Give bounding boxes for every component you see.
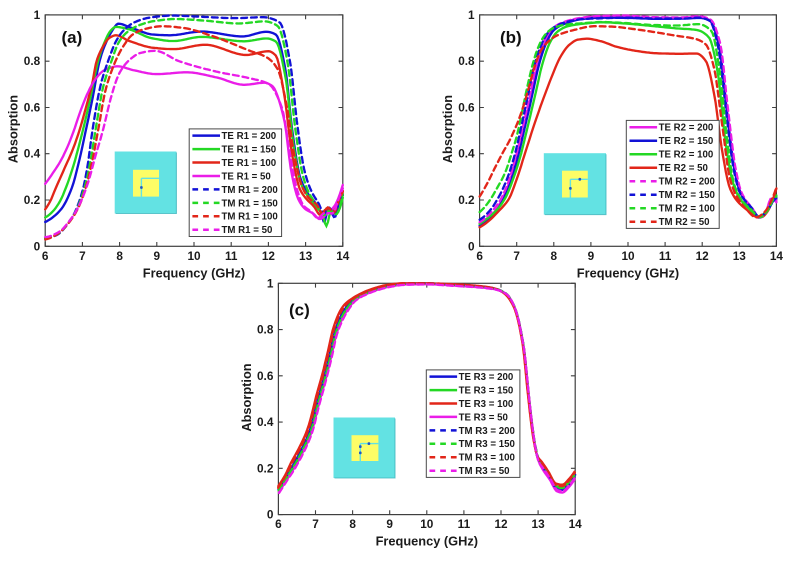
svg-text:TM R1 = 50: TM R1 = 50 <box>222 225 273 236</box>
svg-text:6: 6 <box>42 249 49 263</box>
svg-text:TM R1 = 150: TM R1 = 150 <box>222 198 278 209</box>
svg-text:Absorption: Absorption <box>440 95 455 163</box>
svg-text:14: 14 <box>770 249 784 263</box>
svg-text:0.6: 0.6 <box>24 101 41 115</box>
svg-text:6: 6 <box>476 249 483 263</box>
svg-text:TE R3 = 100: TE R3 = 100 <box>459 399 514 410</box>
svg-text:TE R2 = 50: TE R2 = 50 <box>659 163 708 174</box>
svg-text:11: 11 <box>659 249 672 263</box>
svg-text:9: 9 <box>588 249 595 263</box>
svg-text:Absorption: Absorption <box>239 363 254 431</box>
svg-text:7: 7 <box>79 249 86 263</box>
svg-text:TE R1 = 100: TE R1 = 100 <box>222 158 277 169</box>
svg-text:1: 1 <box>34 8 41 22</box>
svg-text:TE R2 = 100: TE R2 = 100 <box>659 150 714 161</box>
svg-text:8: 8 <box>116 249 123 263</box>
svg-text:14: 14 <box>569 517 583 531</box>
svg-text:13: 13 <box>532 517 546 531</box>
svg-text:9: 9 <box>386 517 393 531</box>
svg-text:8: 8 <box>349 517 356 531</box>
svg-text:10: 10 <box>187 249 201 263</box>
svg-text:TM R3 = 50: TM R3 = 50 <box>459 466 510 477</box>
svg-text:TM R2 = 200: TM R2 = 200 <box>659 177 715 188</box>
svg-text:Frequency (GHz): Frequency (GHz) <box>143 265 245 280</box>
svg-text:0.4: 0.4 <box>257 415 274 429</box>
svg-text:0.2: 0.2 <box>24 193 41 207</box>
svg-text:TE R3 = 200: TE R3 = 200 <box>459 372 514 383</box>
svg-text:TM R2 = 100: TM R2 = 100 <box>659 204 715 215</box>
svg-text:1: 1 <box>468 8 475 22</box>
svg-text:0: 0 <box>468 239 475 253</box>
svg-text:1: 1 <box>267 276 274 290</box>
svg-text:TE R1 = 50: TE R1 = 50 <box>222 171 271 182</box>
svg-text:TE R2 = 150: TE R2 = 150 <box>659 136 714 147</box>
svg-text:0.2: 0.2 <box>458 193 475 207</box>
svg-text:13: 13 <box>299 249 313 263</box>
svg-text:TM R1 = 200: TM R1 = 200 <box>222 185 278 196</box>
svg-text:(a): (a) <box>62 28 83 47</box>
svg-text:9: 9 <box>154 249 161 263</box>
svg-text:8: 8 <box>551 249 558 263</box>
svg-text:TE R3 = 150: TE R3 = 150 <box>459 386 514 397</box>
svg-text:6: 6 <box>275 517 282 531</box>
svg-text:TM R2 = 50: TM R2 = 50 <box>659 217 710 228</box>
svg-text:13: 13 <box>733 249 747 263</box>
svg-text:TM R3 = 200: TM R3 = 200 <box>459 426 515 437</box>
svg-text:7: 7 <box>312 517 319 531</box>
svg-text:(c): (c) <box>289 301 310 320</box>
svg-text:0.8: 0.8 <box>257 323 274 337</box>
svg-text:0.8: 0.8 <box>458 54 475 68</box>
svg-text:TE R1 = 200: TE R1 = 200 <box>222 131 277 142</box>
svg-text:14: 14 <box>336 249 350 263</box>
svg-text:(b): (b) <box>500 28 522 47</box>
svg-text:0.4: 0.4 <box>458 147 475 161</box>
svg-text:0.6: 0.6 <box>257 369 274 383</box>
svg-text:0.4: 0.4 <box>24 147 41 161</box>
svg-text:11: 11 <box>458 517 471 531</box>
svg-text:TE R1 = 150: TE R1 = 150 <box>222 145 277 156</box>
svg-text:Frequency (GHz): Frequency (GHz) <box>376 534 478 549</box>
svg-text:TE R3 = 50: TE R3 = 50 <box>459 412 508 423</box>
svg-text:Frequency (GHz): Frequency (GHz) <box>577 265 679 280</box>
svg-text:Absorption: Absorption <box>6 95 21 163</box>
svg-text:0.6: 0.6 <box>458 101 475 115</box>
svg-text:0.2: 0.2 <box>257 461 274 475</box>
svg-text:7: 7 <box>513 249 520 263</box>
svg-text:10: 10 <box>621 249 635 263</box>
svg-text:0.8: 0.8 <box>24 54 41 68</box>
svg-text:12: 12 <box>696 249 710 263</box>
svg-text:12: 12 <box>262 249 276 263</box>
svg-text:11: 11 <box>225 249 238 263</box>
svg-text:0: 0 <box>34 239 41 253</box>
svg-text:TM R2 = 150: TM R2 = 150 <box>659 190 715 201</box>
svg-text:TM R3 = 100: TM R3 = 100 <box>459 453 515 464</box>
svg-text:TM R3 = 150: TM R3 = 150 <box>459 439 515 450</box>
svg-text:12: 12 <box>494 517 508 531</box>
svg-text:10: 10 <box>420 517 434 531</box>
svg-text:0: 0 <box>267 508 274 522</box>
svg-text:TM R1 = 100: TM R1 = 100 <box>222 212 278 223</box>
svg-text:TE R2 = 200: TE R2 = 200 <box>659 123 714 134</box>
